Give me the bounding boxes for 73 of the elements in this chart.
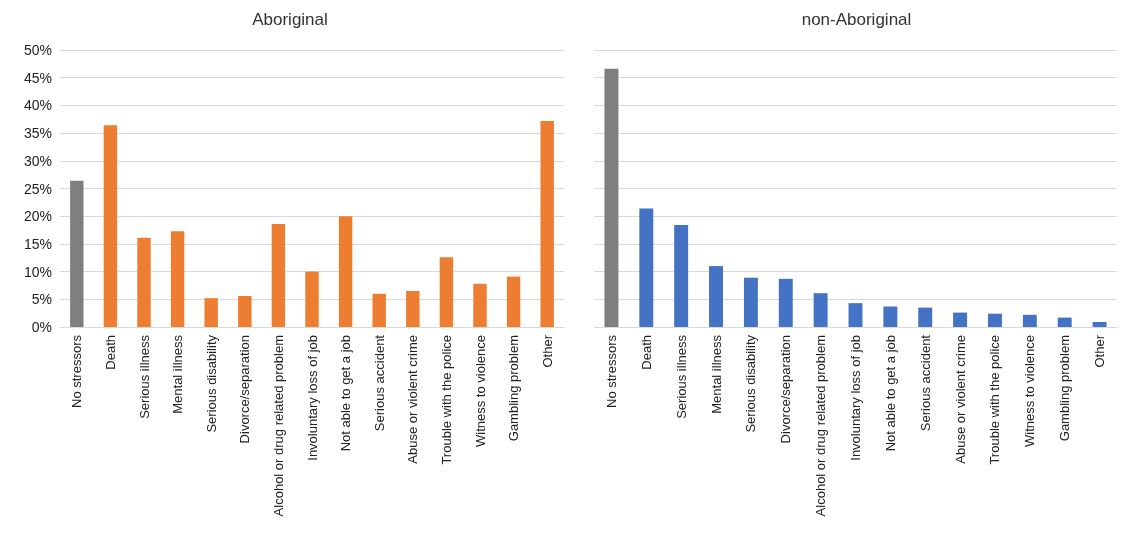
bar bbox=[1022, 314, 1037, 327]
y-tick-label: 10% bbox=[23, 263, 52, 280]
bar bbox=[473, 283, 487, 327]
bar bbox=[70, 180, 84, 327]
x-tick-label: Alcohol or drug related problem bbox=[813, 335, 829, 517]
x-tick-label: Other bbox=[1092, 334, 1108, 368]
y-tick-label: 35% bbox=[23, 125, 52, 142]
bar bbox=[848, 303, 863, 327]
bar bbox=[305, 271, 319, 327]
bar bbox=[953, 312, 968, 327]
bar bbox=[639, 208, 654, 327]
bar bbox=[987, 313, 1002, 327]
x-tick-label: Gambling problem bbox=[506, 335, 522, 442]
bar bbox=[137, 237, 151, 327]
y-tick-label: 15% bbox=[23, 235, 52, 252]
x-tick-label: Divorce/separation bbox=[237, 335, 253, 444]
x-tick-label: Involuntary loss of job bbox=[304, 335, 320, 461]
x-tick-label: Abuse or violent crime bbox=[952, 335, 968, 464]
bar bbox=[338, 216, 353, 327]
x-tick-label: No stressors bbox=[69, 334, 85, 408]
y-tick-label: 25% bbox=[23, 180, 52, 197]
x-tick-label: Alcohol or drug related problem bbox=[270, 335, 286, 517]
bar bbox=[918, 307, 933, 327]
x-tick-label: Trouble with the police bbox=[987, 335, 1003, 465]
bar bbox=[743, 277, 758, 327]
bar bbox=[778, 278, 793, 327]
x-tick-label: Death bbox=[638, 335, 654, 370]
x-tick-label: Other bbox=[539, 334, 555, 368]
y-tick-label: 30% bbox=[23, 152, 52, 169]
bar bbox=[506, 276, 521, 327]
x-tick-label: Serious illness bbox=[673, 334, 689, 419]
bar bbox=[103, 125, 118, 327]
bar bbox=[604, 68, 619, 327]
x-tick-label: Divorce/separation bbox=[778, 335, 794, 444]
x-tick-label: Not able to get a job bbox=[338, 335, 354, 452]
bar bbox=[674, 225, 689, 327]
chart-title: Aboriginal bbox=[252, 10, 328, 29]
y-tick-label: 20% bbox=[23, 208, 52, 225]
x-tick-label: Trouble with the police bbox=[438, 335, 454, 465]
x-tick-label: Death bbox=[102, 335, 118, 370]
x-tick-label: Mental illness bbox=[170, 334, 186, 414]
bar bbox=[540, 120, 554, 327]
x-tick-label: Gambling problem bbox=[1057, 335, 1073, 442]
y-tick-label: 5% bbox=[31, 291, 52, 308]
bar bbox=[813, 293, 828, 327]
bar bbox=[1057, 317, 1072, 327]
x-tick-label: Serious accident bbox=[371, 334, 387, 432]
bar bbox=[709, 266, 724, 327]
bar bbox=[1092, 322, 1107, 327]
bar bbox=[439, 257, 454, 327]
x-tick-label: Not able to get a job bbox=[882, 335, 898, 452]
y-tick-label: 50% bbox=[23, 42, 52, 58]
x-tick-label: Witness to violence bbox=[1022, 335, 1038, 447]
y-tick-label: 45% bbox=[23, 69, 52, 86]
x-tick-label: Serious illness bbox=[136, 334, 152, 419]
x-tick-label: Mental illness bbox=[708, 334, 724, 414]
x-tick-label: Serious disability bbox=[743, 334, 759, 433]
bar bbox=[406, 290, 420, 327]
x-tick-label: Witness to violence bbox=[472, 335, 488, 447]
y-tick-label: 40% bbox=[23, 97, 52, 114]
x-tick-label: Serious disability bbox=[203, 334, 219, 433]
chart-title: non-Aboriginal bbox=[801, 10, 912, 29]
y-tick-label: 0% bbox=[31, 319, 52, 335]
bar bbox=[271, 223, 286, 327]
bar bbox=[238, 295, 252, 327]
x-tick-label: Involuntary loss of job bbox=[848, 335, 863, 461]
bar bbox=[204, 298, 218, 327]
x-tick-label: Serious accident bbox=[917, 334, 933, 432]
x-tick-label: No stressors bbox=[603, 334, 619, 408]
bar bbox=[883, 306, 898, 327]
x-tick-label: Abuse or violent crime bbox=[405, 335, 421, 464]
bar bbox=[170, 231, 185, 327]
bar bbox=[372, 293, 386, 327]
